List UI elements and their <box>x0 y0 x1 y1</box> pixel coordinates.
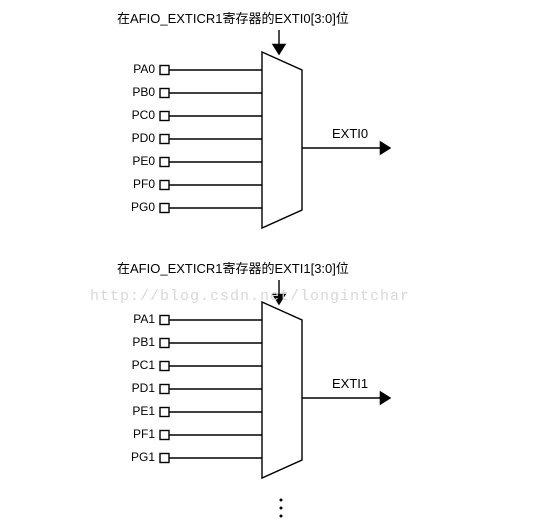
input-label: PD0 <box>125 131 155 145</box>
input-label: PF0 <box>125 177 155 191</box>
input-label: PB1 <box>125 335 155 349</box>
input-label: PG0 <box>125 200 155 214</box>
input-label: PD1 <box>125 381 155 395</box>
mux-diagram: http://blog.csdn.net/longintchar 在AFIO_EX… <box>0 0 535 525</box>
input-label: PC1 <box>125 358 155 372</box>
output-label: EXTI1 <box>332 376 368 391</box>
input-label: PE1 <box>125 404 155 418</box>
output-label: EXTI0 <box>332 126 368 141</box>
block-title: 在AFIO_EXTICR1寄存器的EXTI0[3:0]位 <box>117 8 349 27</box>
input-label: PC0 <box>125 108 155 122</box>
input-label: PG1 <box>125 450 155 464</box>
block-title: 在AFIO_EXTICR1寄存器的EXTI1[3:0]位 <box>117 258 349 277</box>
input-label: PA0 <box>125 62 155 76</box>
input-label: PE0 <box>125 154 155 168</box>
watermark: http://blog.csdn.net/longintchar <box>90 288 410 305</box>
input-label: PB0 <box>125 85 155 99</box>
input-label: PA1 <box>125 312 155 326</box>
input-label: PF1 <box>125 427 155 441</box>
